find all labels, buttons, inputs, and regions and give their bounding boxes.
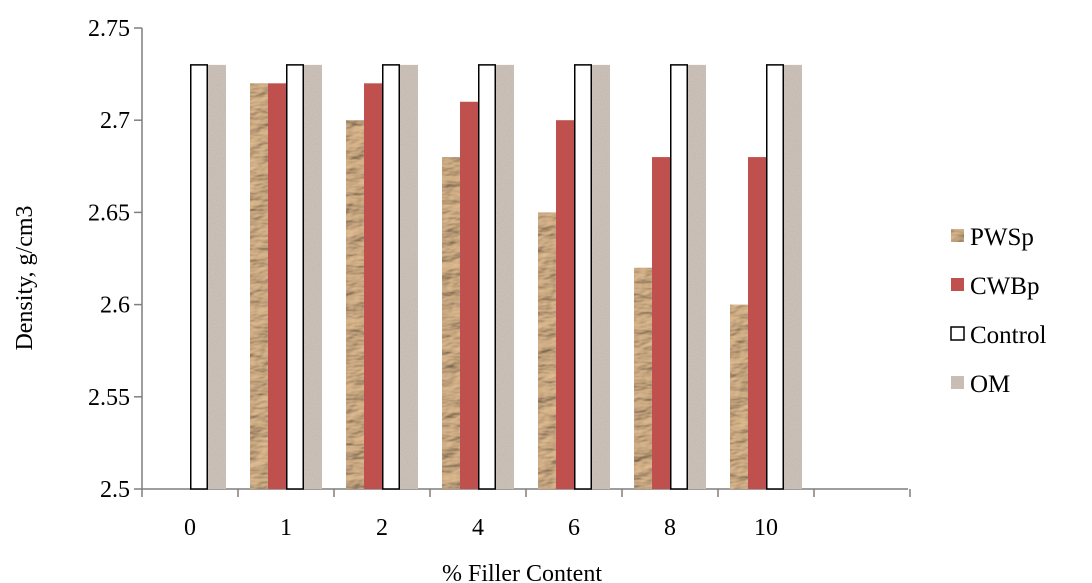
legend-swatch-pwsp	[951, 229, 964, 242]
legend-swatch-om	[951, 376, 964, 389]
legend-label-pwsp: PWSp	[970, 224, 1034, 251]
legend-label-om: OM	[970, 371, 1010, 398]
x-tick-label: 4	[472, 515, 484, 541]
legend: PWSp CWBp Control OM	[950, 224, 1046, 398]
bar-pwsp-8	[634, 267, 652, 489]
y-tick-label: 2.65	[88, 200, 130, 226]
y-axis-title: Density, g/cm3	[12, 205, 38, 350]
bar-cwbp-8	[652, 157, 670, 489]
bar-om-8	[688, 64, 706, 489]
bar-cwbp-4	[460, 101, 478, 489]
bar-control-0	[190, 64, 208, 490]
y-tick-label: 2.5	[100, 477, 130, 503]
bars	[190, 64, 802, 490]
x-tick-label: 8	[664, 515, 676, 541]
x-tick-label: 2	[376, 515, 388, 541]
bar-control-1	[286, 64, 304, 490]
x-tick-label: 1	[280, 515, 292, 541]
bar-pwsp-4	[442, 157, 460, 489]
x-tick-label: 6	[568, 515, 580, 541]
bar-cwbp-1	[268, 83, 286, 489]
bar-cwbp-2	[364, 83, 382, 489]
bar-cwbp-6	[556, 120, 574, 489]
bar-control-4	[478, 64, 496, 490]
bar-cwbp-10	[748, 157, 766, 489]
bar-om-4	[496, 64, 514, 489]
bar-om-2	[400, 64, 418, 489]
bar-control-6	[574, 64, 592, 490]
legend-swatch-cwbp	[951, 278, 964, 291]
bar-pwsp-6	[538, 212, 556, 489]
bar-control-10	[766, 64, 784, 490]
x-axis-title: % Filler Content	[442, 561, 602, 583]
legend-label-control: Control	[970, 322, 1046, 349]
bar-pwsp-1	[250, 83, 268, 489]
bar-om-6	[592, 64, 610, 489]
y-tick-label: 2.75	[88, 16, 130, 42]
axes: 2.5 2.55 2.6 2.65 2.7 2.75 0 1 2 4 6 8 10	[88, 16, 911, 541]
legend-swatch-control	[950, 326, 965, 341]
x-tick-label: 0	[184, 515, 196, 541]
bar-control-8	[670, 64, 688, 490]
bar-om-1	[304, 64, 322, 489]
bar-om-10	[784, 64, 802, 489]
y-tick-label: 2.7	[100, 108, 130, 134]
bar-om-0	[208, 64, 226, 489]
legend-label-cwbp: CWBp	[970, 273, 1039, 300]
y-tick-label: 2.6	[100, 293, 130, 319]
labels: % Filler Content Density, g/cm3	[12, 205, 602, 583]
bar-pwsp-2	[346, 120, 364, 489]
x-tick-label: 10	[754, 515, 778, 541]
bar-pwsp-10	[730, 304, 748, 489]
bar-control-2	[382, 64, 400, 490]
y-tick-label: 2.55	[88, 385, 130, 411]
